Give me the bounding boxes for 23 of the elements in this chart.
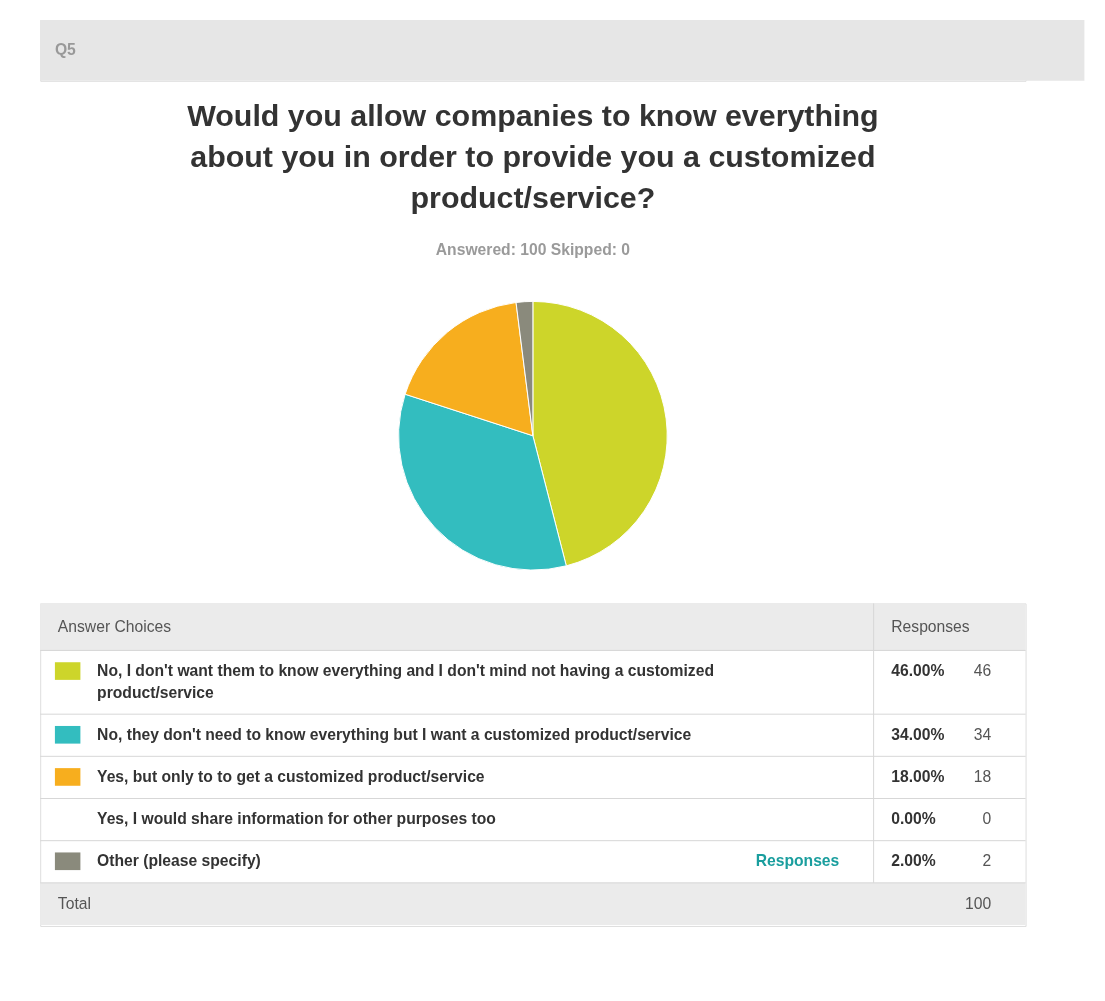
text: Responses	[755, 852, 840, 870]
text: 2	[982, 852, 992, 870]
text: 46	[973, 661, 992, 679]
text: Total	[57, 895, 91, 913]
legend-label: Other (please specify)	[97, 852, 261, 870]
data-label: 34.00%	[891, 725, 945, 743]
chart-subtitle: Answered: 100 Skipped: 0	[435, 241, 631, 259]
text: Answer Choices	[57, 617, 172, 635]
text: Q5	[54, 41, 77, 59]
text: 0.00%	[891, 810, 936, 828]
category-label: Yes, I would share information for other purposes too	[97, 810, 496, 828]
text: 18	[973, 767, 992, 785]
data-label: 18.00%	[891, 767, 945, 785]
text: Responses	[891, 617, 970, 635]
legend-label: No, they don't need to know everything but I want a customized product/service	[97, 725, 692, 743]
chart-title: Would you allow companies to know everything about you in order to provide you a customized product/service?	[187, 97, 879, 215]
data-label: 46.00%	[891, 661, 945, 679]
legend-label: Yes, but only to to get a customized product/service	[97, 767, 485, 785]
text: 0	[982, 810, 992, 828]
text: 100	[965, 895, 992, 913]
data-label: 2.00%	[891, 852, 936, 870]
text: 34	[973, 725, 992, 743]
legend-label: No, I don't want them to know everything and I don't mind not having a customized product/service	[97, 661, 714, 701]
